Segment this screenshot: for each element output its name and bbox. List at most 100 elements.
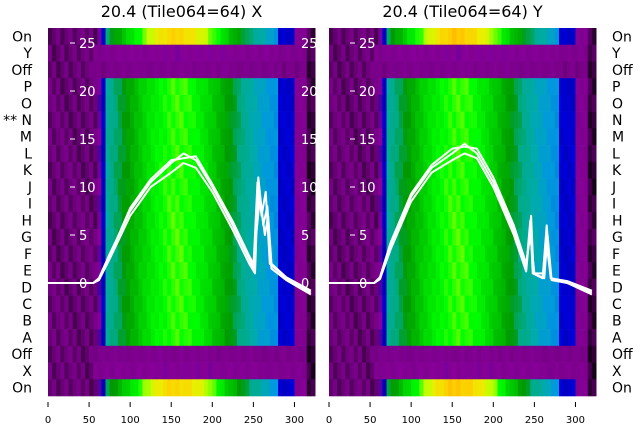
heatmap-cell [146, 195, 152, 213]
heatmap-cell [245, 145, 250, 163]
heatmap-cell [138, 278, 143, 296]
heatmap-cell [517, 228, 523, 246]
heatmap-cell [286, 312, 291, 330]
heatmap-cell [93, 111, 98, 129]
heatmap-cell [398, 78, 404, 96]
heatmap-cell [563, 312, 568, 330]
heatmap-cell [175, 295, 180, 313]
heatmap-cell [216, 111, 222, 129]
heatmap-cell [290, 195, 295, 213]
heatmap-cell [489, 94, 494, 112]
heatmap-cell [538, 61, 544, 79]
heatmap-cell [199, 245, 205, 263]
heatmap-cell [538, 195, 544, 213]
heatmap-cell [559, 362, 564, 380]
heatmap-cell [187, 329, 193, 347]
heatmap-cell [378, 228, 383, 246]
heatmap-cell [257, 61, 263, 79]
heatmap-cell [522, 278, 527, 296]
heatmap-cell [493, 312, 498, 330]
heatmap-cell [158, 362, 164, 380]
heatmap-cell [179, 111, 185, 129]
heatmap-cell [423, 28, 429, 46]
heatmap-cell [415, 94, 420, 112]
heatmap-cell [150, 362, 156, 380]
heatmap-cell [126, 228, 131, 246]
heatmap-cell [142, 345, 148, 363]
heatmap-cell [278, 161, 283, 179]
heatmap-cell [333, 28, 338, 46]
heatmap-cell [130, 362, 135, 380]
heatmap-cell [341, 195, 346, 213]
heatmap-cell [497, 362, 503, 380]
heatmap-cell [370, 161, 375, 179]
heatmap-cell [341, 228, 346, 246]
heatmap-cell [460, 379, 466, 397]
heatmap-cell [444, 178, 449, 196]
heatmap-cell [249, 228, 254, 246]
heatmap-cell [269, 178, 275, 196]
heatmap-cell [394, 128, 400, 146]
heatmap-cell [378, 345, 383, 363]
heatmap-cell [444, 345, 449, 363]
heatmap-cell [52, 44, 57, 62]
heatmap-cell [134, 195, 139, 213]
heatmap-cell [286, 195, 291, 213]
heatmap-cell [587, 195, 593, 213]
heatmap-cell [448, 161, 453, 179]
heatmap-cell [273, 94, 279, 112]
heatmap-cell [204, 61, 209, 79]
heatmap-cell [80, 329, 86, 347]
heatmap-cell [183, 379, 189, 397]
heatmap-cell [134, 61, 139, 79]
heatmap-cell [187, 245, 193, 263]
heatmap-cell [76, 379, 82, 397]
heatmap-cell [302, 212, 308, 230]
heatmap-cell [571, 245, 576, 263]
heatmap-cell [245, 111, 250, 129]
heatmap-cell [48, 278, 53, 296]
heatmap-cell [427, 329, 433, 347]
heatmap-cell [68, 44, 74, 62]
heatmap-cell [567, 212, 572, 230]
heatmap-cell [345, 195, 351, 213]
heatmap-cell [444, 111, 449, 129]
heatmap-cell [191, 295, 197, 313]
heatmap-cell [591, 295, 597, 313]
heatmap-cell [456, 245, 461, 263]
heatmap-cell [526, 195, 531, 213]
heatmap-cell [349, 111, 355, 129]
heatmap-cell [493, 212, 498, 230]
heatmap-cell [269, 44, 275, 62]
heatmap-cell [378, 195, 383, 213]
heatmap-cell [534, 312, 539, 330]
heatmap-cell [583, 228, 589, 246]
heatmap-cell [76, 195, 82, 213]
heatmap-cell [407, 278, 412, 296]
heatmap-cell [204, 212, 209, 230]
heatmap-cell [472, 379, 478, 397]
heatmap-cell [398, 379, 404, 397]
heatmap-cell [167, 128, 172, 146]
heatmap-cell [306, 228, 312, 246]
heatmap-cell [167, 44, 172, 62]
heatmap-cell [261, 295, 267, 313]
heatmap-cell [559, 329, 564, 347]
heatmap-cell [427, 94, 433, 112]
heatmap-cell [142, 128, 148, 146]
heatmap-cell [431, 61, 437, 79]
heatmap-cell [472, 145, 478, 163]
heatmap-cell [550, 345, 556, 363]
heatmap-cell [191, 262, 197, 280]
heatmap-cell [113, 262, 119, 280]
heatmap-cell [485, 362, 490, 380]
heatmap-cell [431, 178, 437, 196]
heatmap-cell [542, 61, 548, 79]
heatmap-cell [269, 262, 275, 280]
heatmap-cell [579, 111, 585, 129]
heatmap-cell [60, 362, 65, 380]
heatmap-cell [290, 312, 295, 330]
heatmap-cell [472, 161, 478, 179]
heatmap-cell [513, 78, 519, 96]
heatmap-cell [138, 178, 143, 196]
